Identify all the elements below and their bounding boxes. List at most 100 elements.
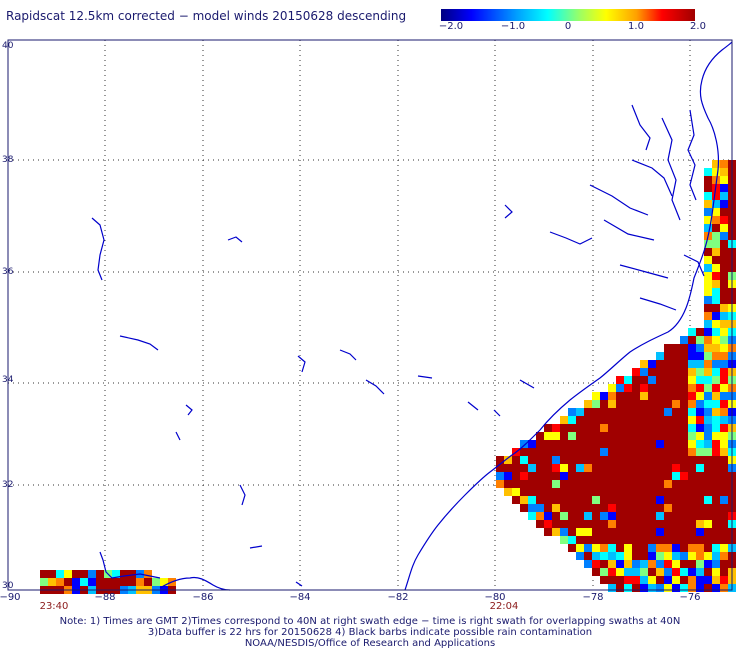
- swath-cell: [712, 520, 720, 528]
- swath-cell: [48, 570, 56, 578]
- swath-cell: [648, 440, 656, 448]
- swath-cell: [632, 392, 640, 400]
- swath-cell: [560, 488, 568, 496]
- swath-cell: [704, 576, 712, 584]
- swath-cell: [720, 488, 728, 496]
- swath-cell: [632, 504, 640, 512]
- swath-cell: [704, 272, 712, 280]
- swath-cell: [48, 578, 56, 586]
- swath-cell: [624, 536, 632, 544]
- swath-cell: [704, 352, 712, 360]
- swath-cell: [536, 432, 544, 440]
- swath-cell: [640, 488, 648, 496]
- swath-cell: [576, 464, 584, 472]
- swath-cell: [600, 496, 608, 504]
- swath-cell: [664, 416, 672, 424]
- lat-tick-34: 34: [2, 375, 14, 385]
- swath-cell: [696, 576, 704, 584]
- swath-cell: [552, 464, 560, 472]
- swath-cell: [712, 288, 720, 296]
- swath-cell: [640, 416, 648, 424]
- swath-cell: [632, 568, 640, 576]
- swath-cell: [712, 400, 720, 408]
- swath-cell: [720, 376, 728, 384]
- swath-cell: [632, 488, 640, 496]
- swath-cell: [632, 528, 640, 536]
- swath-cell: [712, 280, 720, 288]
- swath-cell: [656, 520, 664, 528]
- swath-cell: [664, 456, 672, 464]
- swath-cell: [568, 544, 576, 552]
- swath-cell: [584, 400, 592, 408]
- swath-cell: [720, 336, 728, 344]
- swath-cell: [672, 496, 680, 504]
- swath-cell: [704, 288, 712, 296]
- swath-cell: [656, 408, 664, 416]
- swath-cell: [544, 504, 552, 512]
- swath-cell: [608, 552, 616, 560]
- note-line-3: NOAA/NESDIS/Office of Research and Appli…: [244, 638, 496, 649]
- swath-cell: [632, 584, 640, 592]
- swath-cell: [576, 448, 584, 456]
- swath-cell: [696, 336, 704, 344]
- swath-cell: [568, 408, 576, 416]
- swath-cell: [712, 552, 720, 560]
- swath-cell: [648, 488, 656, 496]
- swath-cell: [568, 464, 576, 472]
- swath-cell: [520, 488, 528, 496]
- swath-cell: [552, 496, 560, 504]
- swath-cell: [656, 392, 664, 400]
- swath-cell: [544, 528, 552, 536]
- note-line-1: Note: 1) Times are GMT 2)Times correspon…: [59, 616, 681, 627]
- swath-cell: [136, 578, 144, 586]
- swath-cell: [680, 344, 688, 352]
- swath-cell: [592, 400, 600, 408]
- swath-cell: [632, 512, 640, 520]
- swath-cell: [528, 440, 536, 448]
- swath-cell: [600, 552, 608, 560]
- swath-cell: [720, 424, 728, 432]
- swath-cell: [624, 408, 632, 416]
- swath-cell: [712, 344, 720, 352]
- colorbar-label-min: −2.0: [438, 21, 464, 32]
- swath-cell: [576, 536, 584, 544]
- swath-cell: [528, 456, 536, 464]
- swath-cell: [608, 400, 616, 408]
- swath-cell: [600, 392, 608, 400]
- swath-cell: [664, 560, 672, 568]
- swath-cell: [680, 352, 688, 360]
- swath-cell: [632, 400, 640, 408]
- swath-cell: [616, 416, 624, 424]
- swath-cell: [600, 464, 608, 472]
- swath-cell: [656, 400, 664, 408]
- swath-cell: [672, 368, 680, 376]
- swath-cell: [720, 456, 728, 464]
- swath-cell: [608, 472, 616, 480]
- swath-cell: [696, 424, 704, 432]
- swath-cell: [640, 440, 648, 448]
- swath-cell: [576, 424, 584, 432]
- swath-cell: [688, 440, 696, 448]
- swath-cell: [520, 504, 528, 512]
- swath-cell: [648, 480, 656, 488]
- swath-cell: [600, 424, 608, 432]
- swath-cell: [584, 440, 592, 448]
- swath-cell: [576, 544, 584, 552]
- swath-cell: [664, 352, 672, 360]
- swath-cell: [648, 408, 656, 416]
- swath-cell: [112, 578, 120, 586]
- swath-cell: [696, 456, 704, 464]
- swath-cell: [568, 536, 576, 544]
- swath-cell: [624, 576, 632, 584]
- swath-cell: [720, 576, 728, 584]
- swath-cell: [720, 464, 728, 472]
- swath-cell: [696, 552, 704, 560]
- swath-cell: [720, 504, 728, 512]
- swath-cell: [552, 472, 560, 480]
- swath-cell: [624, 400, 632, 408]
- swath-cell: [584, 408, 592, 416]
- swath-cell: [520, 448, 528, 456]
- swath-cell: [696, 392, 704, 400]
- swath-cell: [592, 392, 600, 400]
- swath-cell: [688, 352, 696, 360]
